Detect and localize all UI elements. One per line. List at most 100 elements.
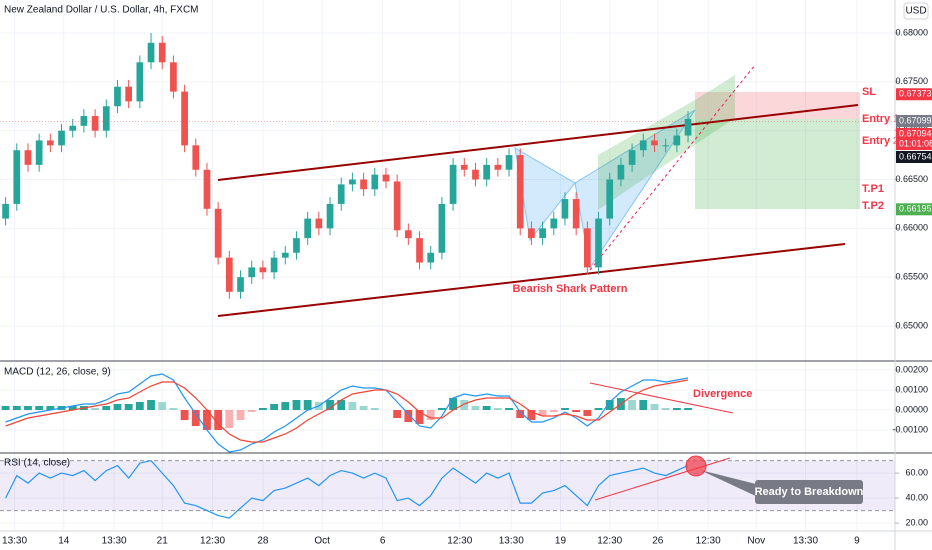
y-tick-label: 0.65000 (895, 320, 928, 330)
histogram-bar (493, 408, 502, 410)
candle-body (595, 218, 602, 268)
annotation: Divergence (693, 388, 752, 400)
histogram-bar (516, 410, 525, 418)
histogram-bar (91, 408, 100, 410)
candle-body (170, 62, 177, 92)
macd-line (5, 373, 689, 453)
histogram-bar (281, 402, 290, 410)
histogram-bar (12, 406, 21, 410)
candle-body (393, 181, 401, 231)
histogram-bar (404, 410, 413, 422)
candle-body (505, 155, 513, 170)
candle-body (337, 184, 345, 204)
candle-body (237, 277, 244, 292)
upper-trendline (217, 104, 859, 181)
price-label: 0.67373 (899, 89, 932, 99)
histogram-bar (46, 406, 55, 410)
y-tick-label: 20.00 (905, 518, 928, 528)
candle-body (472, 169, 479, 180)
callout (755, 480, 863, 504)
histogram-bar (292, 400, 301, 410)
histogram-bar (482, 406, 491, 410)
histogram-bar (158, 402, 167, 410)
histogram-bar (203, 410, 211, 430)
histogram-bar (326, 400, 334, 410)
candle-body (248, 267, 256, 278)
y-tick-label: 40.00 (905, 493, 928, 503)
currency-box (903, 2, 929, 20)
y-tick-label: 0.67500 (895, 76, 928, 86)
candle-body (416, 238, 423, 263)
marks (0, 33, 895, 519)
currency: USD (905, 6, 926, 17)
histogram-bar (35, 406, 44, 410)
price-label-box (896, 88, 932, 101)
y-tick-label: 60.00 (905, 468, 928, 478)
price-label-box (896, 203, 932, 216)
candle-body (35, 140, 43, 165)
histogram-bar (169, 408, 178, 410)
candle-body (181, 91, 188, 146)
x-tick-label: 6 (380, 536, 386, 547)
x-tick-label: 12:30 (696, 536, 721, 547)
candle-body (528, 228, 535, 239)
y-tick-label: 0.66500 (895, 174, 928, 184)
x-tick-label: Nov (747, 536, 765, 547)
candle-body (13, 150, 21, 204)
histogram-bar (370, 408, 379, 410)
histogram-bar (594, 408, 603, 410)
histogram-bar (661, 408, 670, 410)
price-label-box (896, 151, 932, 164)
histogram-bar (236, 410, 245, 420)
x-tick-label: 26 (652, 536, 664, 547)
y-tick-label: 0.00100 (895, 384, 928, 394)
histogram-bar (549, 410, 558, 412)
x-tick-label: 14 (58, 536, 70, 547)
x-tick-label: 12:30 (447, 536, 472, 547)
candle-body (315, 218, 323, 229)
x-tick-label: 13:30 (499, 536, 524, 547)
price-label: 0.67099 (899, 115, 932, 125)
price-label-box (896, 128, 932, 151)
candle-body (2, 203, 9, 219)
candle-body (583, 228, 591, 268)
target-zone (695, 119, 860, 209)
annotation: Ready to Breakdown (755, 486, 864, 498)
candle-body (572, 199, 580, 229)
x-tick-label: 9 (854, 536, 860, 547)
candle-body (617, 164, 625, 180)
histogram-bar (605, 400, 614, 410)
price-label-box (896, 115, 932, 128)
candle-body (270, 257, 278, 273)
candle-body (539, 228, 546, 239)
candle-body (516, 155, 524, 229)
pane-title: RSI (14, close) (4, 458, 70, 469)
candle-body (80, 116, 88, 126)
highlight-circle (685, 455, 707, 477)
annotation: T.P1 (862, 183, 884, 195)
candle-body (651, 140, 658, 146)
candle-body (673, 135, 681, 146)
candle-body (147, 42, 155, 63)
candle-body (438, 203, 446, 253)
histogram-bar (303, 400, 312, 410)
rsi-line (5, 459, 689, 519)
histogram-bar (460, 400, 469, 410)
annotation: Entry 1 (862, 113, 899, 125)
x-tick-label: 12:30 (200, 536, 225, 547)
candle-body (46, 140, 54, 146)
candle-body (494, 164, 502, 170)
y-tick-label: -0.00100 (892, 424, 928, 434)
candle-body (371, 174, 379, 190)
candle-body (69, 125, 77, 131)
annotation: SL (862, 86, 876, 98)
candle-body (102, 106, 110, 131)
histogram-bar (437, 408, 446, 410)
x-tick-label: 12:30 (597, 536, 622, 547)
histogram-bar (583, 410, 592, 416)
histogram-bar (505, 408, 513, 410)
candle-body (203, 169, 211, 209)
histogram-bar (135, 402, 144, 410)
candle-body (214, 208, 222, 258)
